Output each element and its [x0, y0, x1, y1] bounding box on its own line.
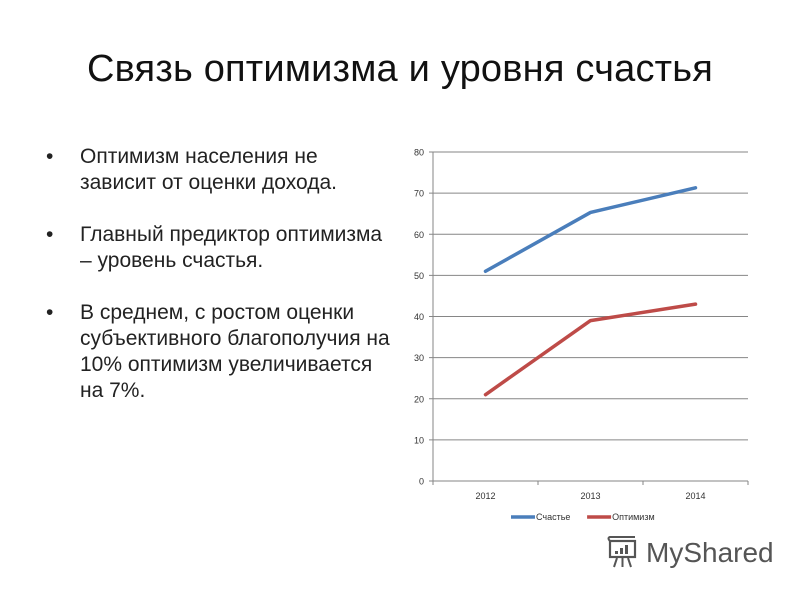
bullet-item: • В среднем, с ростом оценки субъективно…	[46, 300, 391, 404]
bullet-item: • Оптимизм населения не зависит от оценк…	[46, 144, 391, 196]
chart-gridlines	[433, 151, 748, 441]
line-chart: 0 10 20 30 40 50 60 70 80 2012 2013 2014 Счастье Оп…	[414, 148, 749, 522]
x-tick-label: 2014	[685, 491, 705, 501]
slide-title: Связь оптимизма и уровня счастья	[86, 48, 714, 90]
y-axis-ticks: 0 10 20 30 40 50 60 70 80	[414, 148, 433, 487]
bullet-marker: •	[46, 223, 54, 246]
x-tick-label: 2013	[580, 491, 600, 501]
bullet-text: В среднем, с ростом оценки субъективного…	[80, 301, 390, 402]
chart-series	[483, 186, 698, 397]
y-tick-label: 10	[414, 435, 424, 445]
chart-legend: Счастье Оптимизм	[511, 512, 655, 522]
presentation-board-icon	[607, 536, 637, 568]
legend-label: Счастье	[536, 512, 570, 522]
y-tick-label: 60	[414, 230, 424, 240]
y-tick-label: 50	[414, 271, 424, 281]
legend-label: Оптимизм	[612, 512, 655, 522]
y-tick-label: 70	[414, 189, 424, 199]
bullet-marker: •	[46, 301, 54, 324]
x-axis-ticks: 2012 2013 2014	[432, 481, 749, 501]
y-tick-label: 30	[414, 353, 424, 363]
bullet-marker: •	[46, 145, 54, 168]
watermark-text: MyShared	[646, 537, 774, 568]
bullet-item: • Главный предиктор оптимизма – уровень …	[46, 222, 391, 274]
bullet-text: Главный предиктор оптимизма – уровень сч…	[80, 223, 383, 272]
y-tick-label: 20	[414, 394, 424, 404]
series-line	[483, 302, 698, 397]
watermark-logo: MyShared	[606, 536, 774, 570]
series-line	[483, 186, 698, 274]
bullet-text: Оптимизм населения не зависит от оценки …	[80, 145, 337, 194]
y-tick-label: 40	[414, 312, 424, 322]
x-tick-label: 2012	[475, 491, 495, 501]
y-tick-label: 80	[414, 148, 424, 158]
y-tick-label: 0	[419, 477, 424, 487]
bullet-list: • Оптимизм населения не зависит от оценк…	[46, 144, 391, 430]
